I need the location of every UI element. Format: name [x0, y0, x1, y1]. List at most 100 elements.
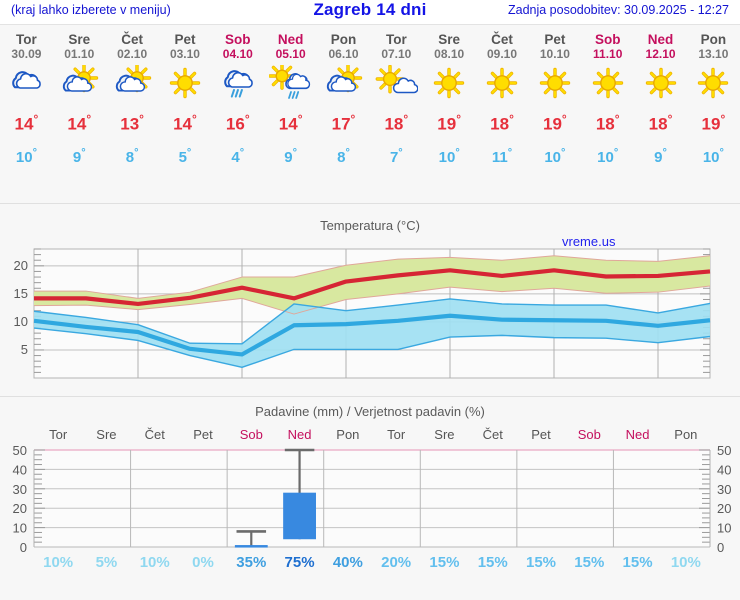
- min-temperature-value: 10°: [439, 140, 460, 171]
- y-axis-tick-label-left: 50: [13, 443, 27, 458]
- chart-divider: [0, 396, 740, 397]
- precip-day-label: Čet: [145, 427, 166, 442]
- day-date-label: 07.10: [381, 47, 412, 61]
- day-of-week-label: Sre: [68, 32, 91, 47]
- precip-day-label: Čet: [483, 427, 504, 442]
- precipitation-plot-area: [34, 450, 710, 547]
- precip-day-label: Ned: [288, 427, 312, 442]
- precip-day-label: Sre: [96, 427, 116, 442]
- temperature-chart-title: Temperatura (°C): [320, 218, 420, 233]
- day-date-label: 10.10: [539, 47, 570, 61]
- max-temp-number: 14: [278, 114, 298, 134]
- degree-symbol: °: [720, 112, 726, 126]
- partly-sunny-icon: [109, 64, 155, 104]
- sunny-icon: [690, 64, 736, 104]
- degree-symbol: °: [456, 112, 462, 126]
- temperature-chart: Temperatura (°C) 5 10 15 20 vreme.us: [14, 218, 711, 379]
- min-temperature-value: 10°: [16, 140, 37, 171]
- max-temp-number: 14: [14, 114, 34, 134]
- y-axis-tick-label-left: 10: [13, 521, 27, 536]
- precip-probability-label: 40%: [333, 554, 363, 571]
- precipitation-chart: Padavine (mm) / Verjetnost padavin (%) To…: [13, 404, 732, 571]
- max-temp-number: 14: [173, 114, 192, 134]
- max-temp-number: 16: [225, 114, 245, 134]
- min-temp-number: 9: [72, 148, 82, 166]
- forecast-day-14: Pon 13.10 19° 10°: [687, 26, 740, 201]
- min-temp-number: 9: [284, 148, 293, 166]
- day-date-label: 04.10: [222, 47, 253, 61]
- max-temp-number: 18: [490, 114, 510, 134]
- degree-symbol: °: [345, 146, 350, 159]
- partly-sunny-icon: [56, 64, 102, 104]
- degree-symbol: °: [81, 146, 86, 159]
- precip-probability-label: 10%: [671, 554, 701, 571]
- max-temperature-value: 14°: [15, 104, 39, 140]
- precip-probability-label: 15%: [574, 554, 604, 571]
- y-axis-tick-label-left: 30: [13, 482, 27, 497]
- page-title: Zagreb 14 dni: [313, 0, 427, 19]
- day-of-week-label: Pet: [544, 32, 566, 47]
- max-temperature-value: 19°: [437, 104, 461, 140]
- y-axis-tick-label: 15: [14, 286, 28, 301]
- day-of-week-label: Čet: [491, 32, 513, 47]
- min-temp-number: 11: [491, 148, 508, 166]
- precip-probability-label: 20%: [381, 554, 411, 571]
- max-temp-number: 19: [542, 114, 562, 134]
- degree-symbol: °: [561, 146, 566, 159]
- day-date-label: 13.10: [698, 47, 729, 61]
- partly-sunny-icon: [320, 64, 366, 104]
- max-temp-number: 19: [437, 114, 457, 134]
- min-temperature-value: 4°: [231, 140, 244, 171]
- min-temperature-value: 9°: [284, 140, 297, 171]
- y-axis-tick-label-right: 0: [717, 540, 724, 555]
- sun-rain-icon: [268, 64, 314, 104]
- min-band-upper-edge: [33, 298, 711, 345]
- forecast-day-6: Ned 05.10 14° 9°: [264, 26, 317, 201]
- max-temperature-value: 14°: [279, 104, 303, 140]
- forecast-day-7: Pon 06.10 17° 8°: [317, 26, 370, 201]
- max-temperature-value: 19°: [543, 104, 567, 140]
- sunny-icon: [426, 64, 472, 104]
- max-temperature-value: 18°: [384, 104, 408, 140]
- day-of-week-label: Čet: [121, 32, 143, 47]
- cloudy-icon: [3, 64, 49, 104]
- max-temperature-value: 13°: [120, 104, 144, 140]
- degree-symbol: °: [244, 112, 250, 126]
- max-temp-number: 18: [595, 114, 615, 134]
- degree-symbol: °: [719, 146, 724, 159]
- min-temperature-value: 11°: [492, 140, 512, 171]
- day-of-week-label: Ned: [647, 32, 674, 47]
- degree-symbol: °: [398, 146, 403, 159]
- max-temp-number: 18: [384, 114, 404, 134]
- min-temp-number: 10: [544, 148, 561, 166]
- day-date-label: 12.10: [645, 47, 676, 61]
- precip-day-label: Sob: [240, 427, 263, 442]
- last-update-label: Zadnja posodobitev: 30.09.2025 - 12:27: [507, 3, 729, 17]
- precip-probability-label: 5%: [96, 554, 118, 571]
- day-date-label: 11.10: [593, 47, 623, 61]
- forecast-day-3: Čet 02.10 13° 8°: [106, 26, 159, 201]
- sun-small-cloud-icon: [373, 64, 419, 104]
- min-temperature-value: 10°: [703, 140, 724, 171]
- forecast-day-4: Pet 03.10 14° 5°: [159, 26, 212, 201]
- forecast-day-10: Čet 09.10 18° 11°: [476, 26, 529, 201]
- precipitation-chart-title: Padavine (mm) / Verjetnost padavin (%): [255, 404, 485, 419]
- min-temperature-value: 10°: [544, 140, 565, 171]
- header-divider: [0, 24, 740, 25]
- day-date-label: 02.10: [117, 47, 148, 61]
- min-temperature-value: 5°: [179, 140, 192, 171]
- y-axis-tick-label-right: 40: [717, 462, 731, 477]
- min-temperature-value: 9°: [73, 140, 86, 171]
- forecast-day-strip: Tor 30.09 14° 10° Sre 01.10 14° 9° Čet 02.10 13° 8°…: [0, 26, 740, 201]
- precip-day-label: Tor: [49, 427, 68, 442]
- degree-symbol: °: [350, 112, 356, 126]
- degree-symbol: °: [192, 112, 197, 126]
- min-temp-number: 10: [702, 148, 720, 166]
- y-axis-tick-label: 5: [21, 342, 28, 357]
- min-temperature-value: 8°: [337, 140, 350, 171]
- watermark: vreme.us: [562, 234, 616, 249]
- degree-symbol: °: [297, 112, 303, 126]
- precip-bar: [234, 545, 268, 548]
- day-date-label: 01.10: [64, 47, 95, 61]
- max-temperature-value: 16°: [226, 104, 250, 140]
